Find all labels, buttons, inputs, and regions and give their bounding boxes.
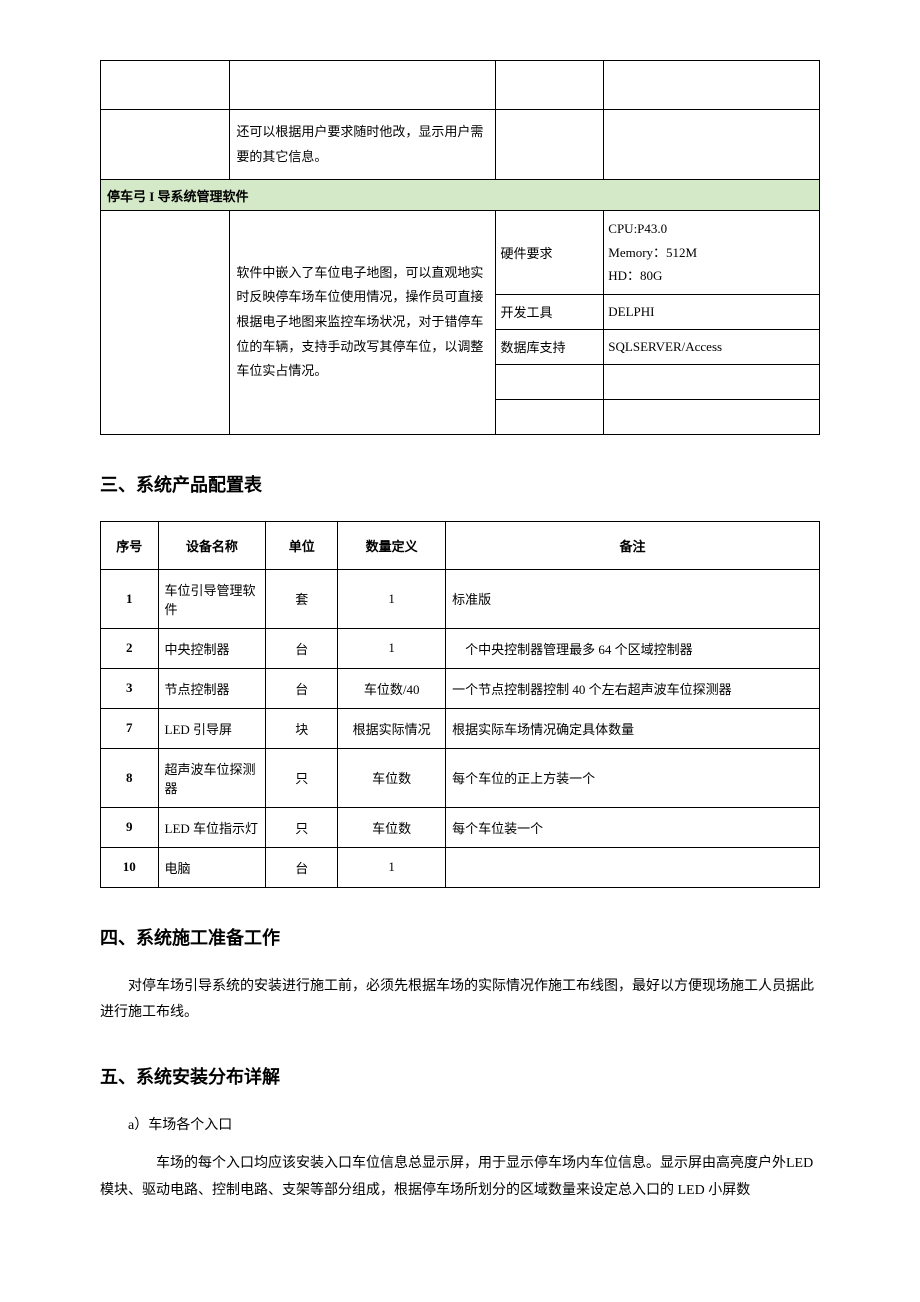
section4-title: 四、系统施工准备工作	[100, 924, 820, 950]
t1-r1-c4	[604, 61, 820, 110]
t2-h3: 数量定义	[338, 521, 446, 569]
t2-r4-num: 8	[101, 748, 159, 807]
t2-r2-unit: 台	[266, 668, 338, 708]
section5-title: 五、系统安装分布详解	[100, 1063, 820, 1089]
t2-r6-remark	[446, 847, 820, 887]
table-row: 3 节点控制器 台 车位数/40 一个节点控制器控制 40 个左右超声波车位探测…	[101, 668, 820, 708]
table-row: 8 超声波车位探测器 只 车位数 每个车位的正上方装一个	[101, 748, 820, 807]
t2-r0-num: 1	[101, 569, 159, 628]
t1-spec-value-4	[604, 399, 820, 434]
t1-r1-c2	[230, 61, 496, 110]
t2-r1-remark: 个中央控制器管理最多 64 个区域控制器	[446, 628, 820, 668]
section4-body: 对停车场引导系统的安装进行施工前，必须先根据车场的实际情况作施工布线图，最好以方…	[100, 974, 820, 1027]
t1-spec-label-3	[496, 364, 604, 399]
t1-spec-label-0: 硬件要求	[496, 211, 604, 294]
t2-r0-name: 车位引导管理软件	[158, 569, 266, 628]
t2-h1: 设备名称	[158, 521, 266, 569]
table-row: 10 电脑 台 1	[101, 847, 820, 887]
t2-r5-name: LED 车位指示灯	[158, 807, 266, 847]
t2-r3-qty: 根据实际情况	[338, 708, 446, 748]
t1-r2-c1	[101, 110, 230, 180]
t1-main-desc: 软件中嵌入了车位电子地图，可以直观地实时反映停车场车位使用情况，操作员可直接根据…	[230, 211, 496, 434]
t1-spec-label-2: 数据库支持	[496, 329, 604, 364]
product-config-table: 序号 设备名称 单位 数量定义 备注 1 车位引导管理软件 套 1 标准版 2 …	[100, 521, 820, 888]
t2-r3-num: 7	[101, 708, 159, 748]
t2-h4: 备注	[446, 521, 820, 569]
t2-r1-unit: 台	[266, 628, 338, 668]
table-row: 7 LED 引导屏 块 根据实际情况 根据实际车场情况确定具体数量	[101, 708, 820, 748]
t2-r4-name: 超声波车位探测器	[158, 748, 266, 807]
t2-r6-name: 电脑	[158, 847, 266, 887]
t1-spec-value-3	[604, 364, 820, 399]
t1-r1-c3	[496, 61, 604, 110]
t2-r0-unit: 套	[266, 569, 338, 628]
t1-spec-value-1: DELPHI	[604, 294, 820, 329]
t1-r2-c4	[604, 110, 820, 180]
t2-r5-qty: 车位数	[338, 807, 446, 847]
t2-r6-num: 10	[101, 847, 159, 887]
t2-r5-unit: 只	[266, 807, 338, 847]
t2-r4-remark: 每个车位的正上方装一个	[446, 748, 820, 807]
t2-r0-qty: 1	[338, 569, 446, 628]
t1-main-c1	[101, 211, 230, 434]
t1-spec-label-1: 开发工具	[496, 294, 604, 329]
t2-r5-num: 9	[101, 807, 159, 847]
t2-r4-unit: 只	[266, 748, 338, 807]
t2-r3-name: LED 引导屏	[158, 708, 266, 748]
section3-title: 三、系统产品配置表	[100, 471, 820, 497]
t2-r2-name: 节点控制器	[158, 668, 266, 708]
t2-r4-qty: 车位数	[338, 748, 446, 807]
t1-r1-c1	[101, 61, 230, 110]
t2-r1-name: 中央控制器	[158, 628, 266, 668]
t2-r2-remark: 一个节点控制器控制 40 个左右超声波车位探测器	[446, 668, 820, 708]
t1-spec-label-4	[496, 399, 604, 434]
t1-row1-desc: 还可以根据用户要求随时他改，显示用户需要的其它信息。	[230, 110, 496, 180]
table-row: 9 LED 车位指示灯 只 车位数 每个车位装一个	[101, 807, 820, 847]
t2-r5-remark: 每个车位装一个	[446, 807, 820, 847]
table-row: 1 车位引导管理软件 套 1 标准版	[101, 569, 820, 628]
t2-r2-num: 3	[101, 668, 159, 708]
t2-r6-qty: 1	[338, 847, 446, 887]
table-row: 2 中央控制器 台 1 个中央控制器管理最多 64 个区域控制器	[101, 628, 820, 668]
t2-h0: 序号	[101, 521, 159, 569]
t1-r2-c3	[496, 110, 604, 180]
t2-r1-qty: 1	[338, 628, 446, 668]
t2-r3-remark: 根据实际车场情况确定具体数量	[446, 708, 820, 748]
software-spec-table: 还可以根据用户要求随时他改，显示用户需要的其它信息。 停车弓 I 导系统管理软件…	[100, 60, 820, 435]
section5-item-a-label: a）车场各个入口	[128, 1113, 820, 1140]
t2-h2: 单位	[266, 521, 338, 569]
t2-r3-unit: 块	[266, 708, 338, 748]
t1-spec-value-0: CPU:P43.0 Memory：512M HD：80G	[604, 211, 820, 294]
t2-r2-qty: 车位数/40	[338, 668, 446, 708]
t1-spec-value-2: SQLSERVER/Access	[604, 329, 820, 364]
t1-section-header: 停车弓 I 导系统管理软件	[101, 180, 820, 211]
t2-r1-num: 2	[101, 628, 159, 668]
t2-r6-unit: 台	[266, 847, 338, 887]
section5-item-a-body: 车场的每个入口均应该安装入口车位信息总显示屏，用于显示停车场内车位信息。显示屏由…	[100, 1151, 820, 1204]
t2-r0-remark: 标准版	[446, 569, 820, 628]
